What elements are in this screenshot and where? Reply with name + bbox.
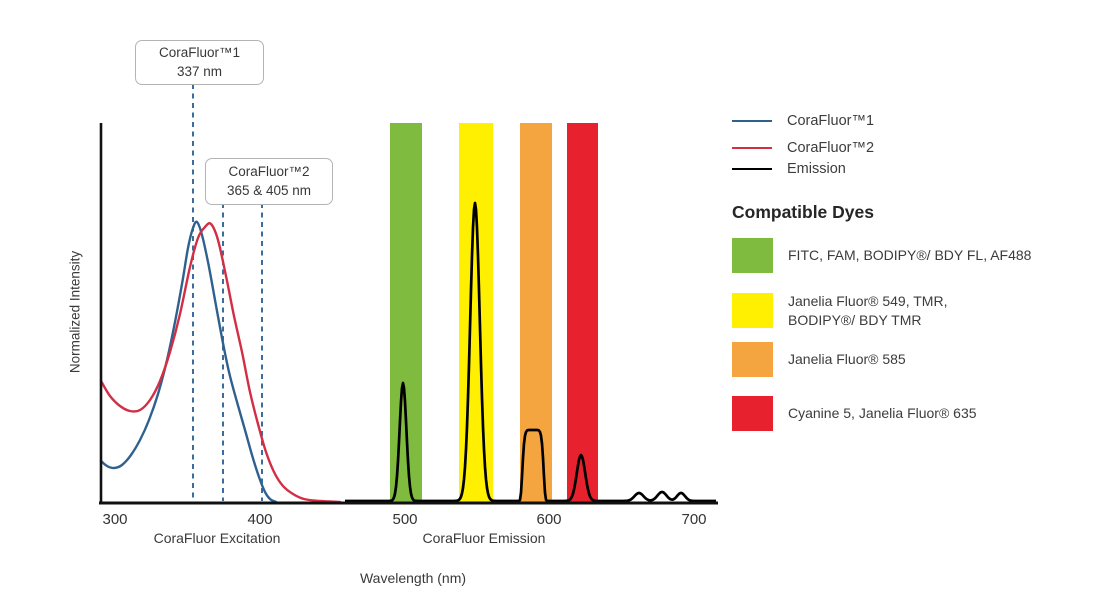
filter-band-red [567,123,598,503]
x-axis-label: Wavelength (nm) [359,570,467,586]
red-filter-swatch [732,396,773,431]
annotation-corafluor2: CoraFluor™2 365 & 405 nm [205,158,333,205]
emission-caption: CoraFluor Emission [422,530,546,546]
x-tick-300: 300 [102,511,128,528]
x-tick-400: 400 [247,511,273,528]
orange-filter-swatch [732,342,773,377]
dye-row-red: Cyanine 5, Janelia Fluor® 635 [732,396,977,431]
emission-curve [344,201,717,503]
legend-label-corafluor1: CoraFluor™1 [787,113,875,129]
dye-row-yellow: Janelia Fluor® 549, TMR, BODIPY®/ BDY TM… [732,292,947,330]
x-tick-700: 700 [681,511,707,528]
dye-row-orange: Janelia Fluor® 585 [732,342,906,377]
dye-row-green: FITC, FAM, BODIPY®/ BDY FL, AF488 [732,238,1031,273]
legend-item-corafluor2: CoraFluor™2 [732,139,874,157]
green-filter-swatch [732,238,773,273]
corafluor1-line-swatch [732,119,772,123]
x-tick-600: 600 [536,511,562,528]
legend-item-emission: Emission [732,160,846,178]
corafluor1-excitation-curve [99,220,278,504]
annotation-corafluor1-line2: 337 nm [176,63,223,79]
excitation-caption: CoraFluor Excitation [153,530,281,546]
annotation-corafluor2-line1: CoraFluor™2 [228,163,310,179]
filter-bands [390,123,598,503]
dye-label-green: FITC, FAM, BODIPY®/ BDY FL, AF488 [788,247,1032,264]
annotation-corafluor2-line2: 365 & 405 nm [226,182,312,198]
dye-label-yellow: Janelia Fluor® 549, TMR, BODIPY®/ BDY TM… [788,293,948,328]
y-axis-label: Normalized Intensity [67,250,83,374]
legend-label-emission: Emission [787,161,846,177]
emission-line-swatch [732,167,772,171]
dye-label-orange: Janelia Fluor® 585 [788,351,906,368]
corafluor2-excitation-curve [99,222,342,504]
corafluor2-line-swatch [732,146,772,150]
yellow-filter-swatch [732,293,773,329]
x-tick-500: 500 [392,511,418,528]
legend-item-corafluor1: CoraFluor™1 [732,112,874,130]
legend-label-corafluor2: CoraFluor™2 [787,140,875,156]
filter-band-yellow [459,123,493,503]
annotation-corafluor1-line1: CoraFluor™1 [158,44,241,60]
annotation-corafluor1: CoraFluor™1 337 nm [135,40,264,85]
compatible-dyes-heading: Compatible Dyes [732,202,874,222]
dye-label-red: Cyanine 5, Janelia Fluor® 635 [788,405,977,422]
